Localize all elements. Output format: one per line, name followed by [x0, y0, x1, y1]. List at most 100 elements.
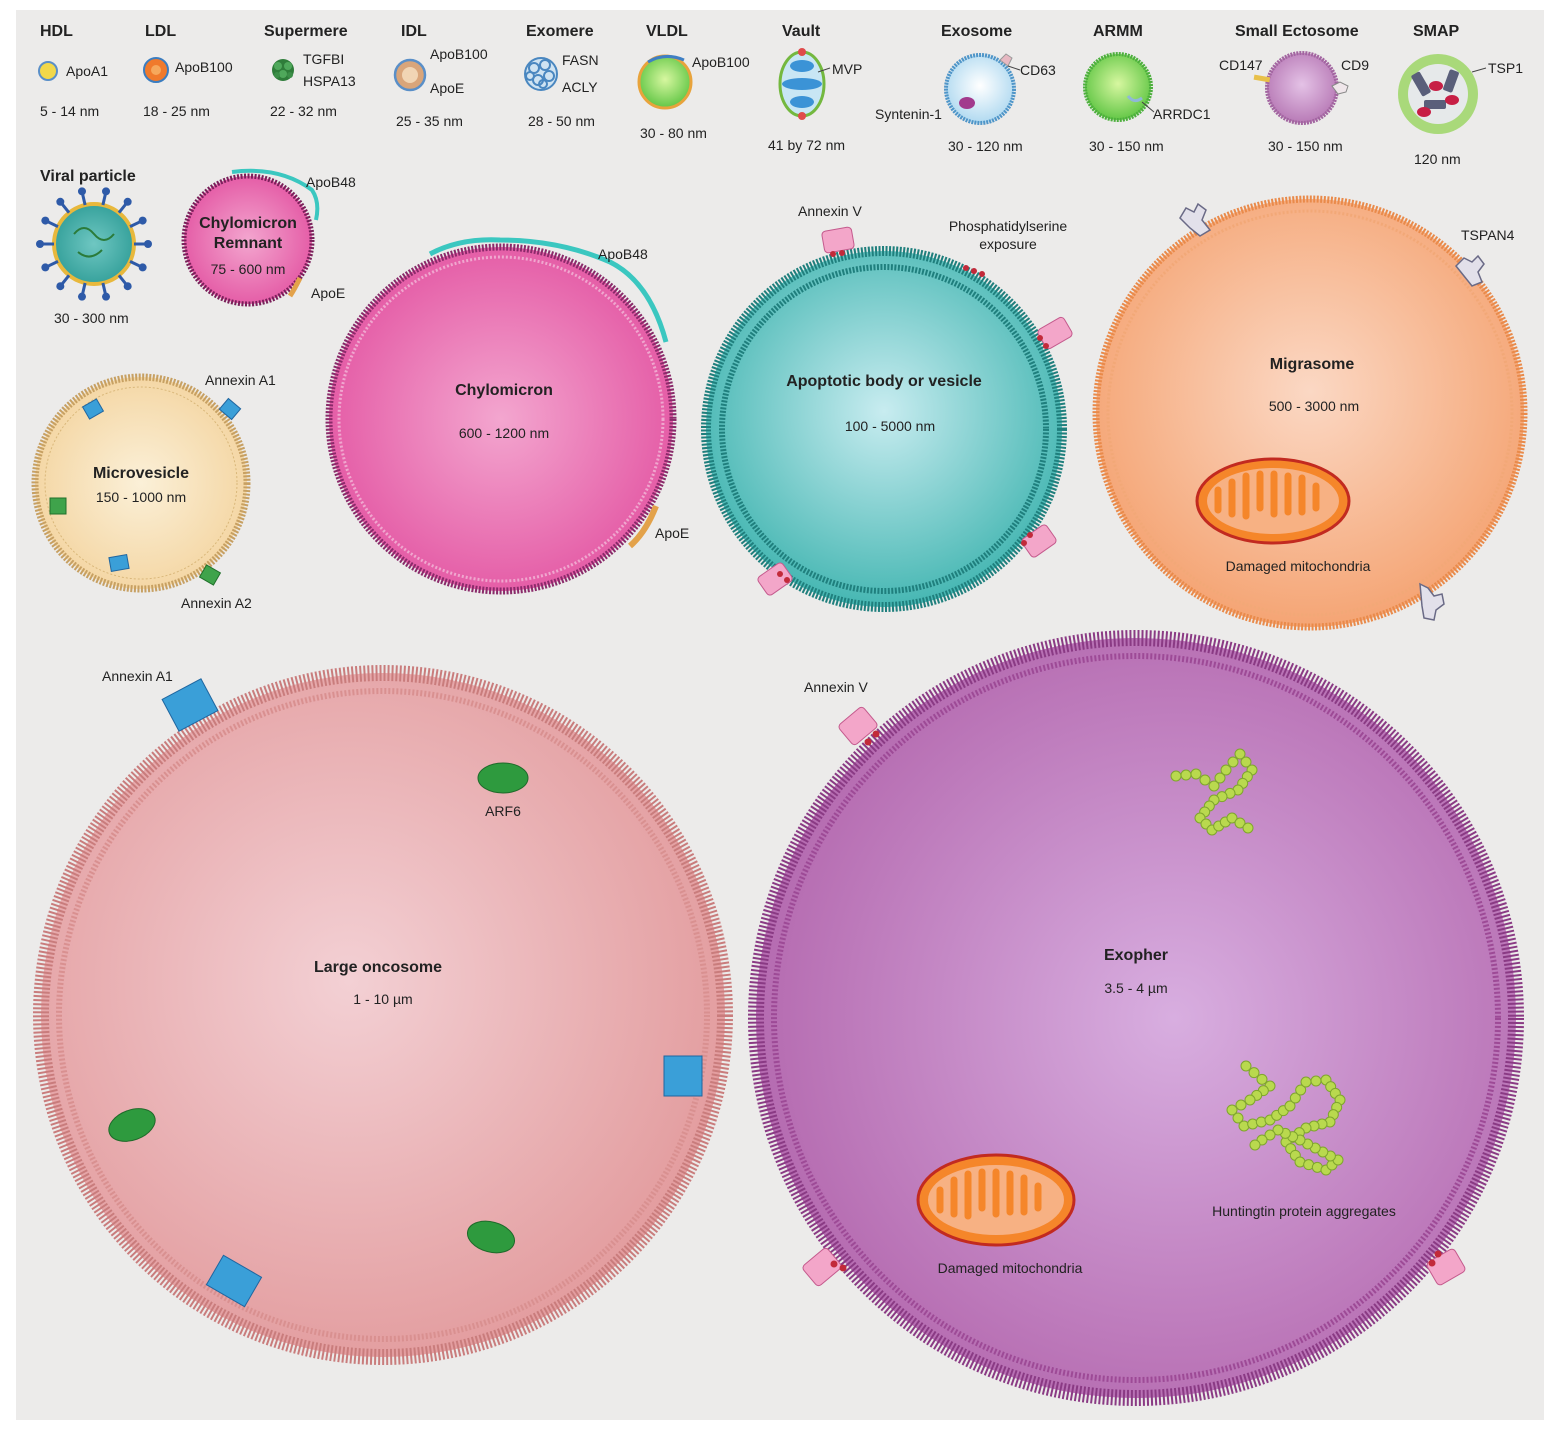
migrasome-group: Migrasome 500 - 3000 nm TSPAN4 Damaged m… — [1092, 195, 1528, 631]
ldl-size-label: 18 - 25 nm — [143, 103, 210, 119]
vault-group: Vault MVP 41 by 72 nm — [768, 23, 862, 153]
exosome-group: Exosome CD63 Syntenin-1 30 - 120 nm — [875, 23, 1056, 154]
microvesicle-size: 150 - 1000 nm — [96, 489, 186, 505]
arf6-label: ARF6 — [485, 803, 521, 819]
huntingtin-bead — [1227, 756, 1239, 768]
remnant-apob48-label: ApoB48 — [306, 174, 356, 190]
migrasome-size: 500 - 3000 nm — [1269, 398, 1359, 414]
vldl-group: VLDL ApoB100 30 - 80 nm — [637, 23, 750, 141]
vldl-particle-icon — [637, 54, 693, 110]
large-oncosome-size: 1 - 10 µm — [353, 991, 412, 1007]
idl-size-label: 25 - 35 nm — [396, 113, 463, 129]
tspan4-markers — [1179, 202, 1485, 621]
supermere-protein-1: TGFBI — [303, 51, 344, 67]
apoptotic-body-size: 100 - 5000 nm — [845, 418, 935, 434]
ldl-group: LDL ApoB100 18 - 25 nm — [143, 23, 233, 119]
huntingtin-bead — [1180, 769, 1192, 781]
exomere-protein-2: ACLY — [562, 79, 598, 95]
viral-spike-tip — [56, 197, 65, 206]
idl-title: IDL — [401, 23, 427, 40]
huntingtin-bead — [1234, 748, 1246, 760]
exomere-size-label: 28 - 50 nm — [528, 113, 595, 129]
vault-protein-label: MVP — [832, 61, 862, 77]
phosphatidylserine-marks — [777, 250, 1049, 583]
viral-spike-tip — [41, 216, 50, 225]
exosome-title: Exosome — [941, 23, 1012, 40]
viral-spike-tip — [138, 263, 147, 272]
smap-tsp1-leader — [1471, 67, 1487, 73]
vldl-protein-label: ApoB100 — [692, 54, 750, 70]
armm-group: ARMM ARRDC1 30 - 150 nm — [1083, 23, 1211, 154]
huntingtin-bead — [1170, 770, 1182, 782]
idl-core — [402, 67, 418, 83]
hdl-title: HDL — [40, 23, 73, 40]
idl-protein-1: ApoB100 — [430, 46, 488, 62]
huntingtin-bead — [1220, 764, 1232, 776]
vault-title: Vault — [782, 23, 821, 40]
small-ectosome-group: Small Ectosome CD147 CD9 30 - 150 nm — [1219, 23, 1369, 154]
microvesicle-body — [31, 373, 251, 593]
large-oncosome-title: Large oncosome — [314, 959, 442, 976]
huntingtin-bead — [1240, 1060, 1252, 1072]
viral-particle-size: 30 - 300 nm — [54, 310, 129, 326]
chylomicron-remnant-size: 75 - 600 nm — [211, 261, 286, 277]
small-ectosome-icon — [1253, 51, 1349, 125]
vault-icon — [778, 48, 826, 120]
supermere-protein-2: HSPA13 — [303, 73, 356, 89]
vldl-title: VLDL — [646, 23, 688, 40]
chylomicron-apob48-strand — [428, 237, 669, 343]
exopher-size: 3.5 - 4 µm — [1104, 980, 1167, 996]
microvesicle-group: Microvesicle 150 - 1000 nm Annexin A1 An… — [31, 372, 276, 611]
armm-title: ARMM — [1093, 23, 1143, 40]
huntingtin-bead — [1214, 772, 1226, 784]
viral-spike-tip — [41, 263, 50, 272]
chylomicron-apoe-label: ApoE — [655, 525, 689, 541]
idl-group: IDL ApoB100 ApoE 25 - 35 nm — [393, 23, 488, 129]
chylomicron-body — [325, 243, 677, 595]
huntingtin-aggregate-icon — [1226, 1060, 1346, 1176]
small-ectosome-title: Small Ectosome — [1235, 23, 1359, 40]
large-oncosome-group: Large oncosome 1 - 10 µm Annexin A1 ARF6 — [33, 665, 733, 1365]
smap-size-label: 120 nm — [1414, 151, 1461, 167]
oncosome-annexin-a1-label: Annexin A1 — [102, 668, 173, 684]
viral-spike-tip — [123, 197, 132, 206]
remnant-apob48-strand — [231, 168, 320, 221]
viral-spike-tip — [102, 187, 111, 196]
hdl-group: HDL ApoA1 5 - 14 nm — [38, 23, 108, 119]
hdl-size-label: 5 - 14 nm — [40, 103, 99, 119]
huntingtin-bead — [1284, 1100, 1296, 1112]
annexin-a2-markers — [49, 497, 222, 586]
ldl-title: LDL — [145, 23, 176, 40]
huntingtin-bead — [1226, 812, 1238, 824]
exopher-annexin-v-label: Annexin V — [804, 679, 868, 695]
huntingtin-bead — [1249, 1139, 1261, 1151]
exopher-body — [748, 630, 1524, 1406]
viral-spike-tip — [77, 187, 86, 196]
vault-size-label: 41 by 72 nm — [768, 137, 845, 153]
exomere-protein-1: FASN — [562, 52, 599, 68]
exosome-protein-2: Syntenin-1 — [875, 106, 942, 122]
chylomicron-apob48-label: ApoB48 — [598, 246, 648, 262]
huntingtin-bead — [1242, 822, 1254, 834]
chylomicron-title: Chylomicron — [455, 382, 553, 399]
large-oncosome-inner-leaflet — [56, 688, 710, 1342]
viral-particle-icon — [36, 187, 152, 301]
microvesicle-annexin-a2-label: Annexin A2 — [181, 595, 252, 611]
huntingtin-bead — [1248, 1067, 1260, 1079]
huntingtin-bead — [1235, 1099, 1247, 1111]
exopher-group: Exopher 3.5 - 4 µm Annexin V Damaged mit… — [748, 630, 1524, 1406]
annexin-a1-markers — [81, 397, 242, 573]
oncosome-annexin-a1-markers — [161, 678, 703, 1308]
ldl-protein-label: ApoB100 — [175, 59, 233, 75]
supermere-group: Supermere TGFBI HSPA13 22 - 32 nm — [264, 23, 356, 119]
chylomicron-remnant-group: Chylomicron Remnant 75 - 600 nm ApoB48 A… — [181, 168, 356, 307]
exomere-title: Exomere — [526, 23, 594, 40]
huntingtin-bead — [1310, 1075, 1322, 1087]
exopher-mitochondria-label: Damaged mitochondria — [938, 1260, 1083, 1276]
migrasome-mitochondria-label: Damaged mitochondria — [1226, 558, 1371, 574]
huntingtin-bead — [1244, 1094, 1256, 1106]
apoptotic-body — [701, 246, 1067, 612]
vldl-apob100-strand — [647, 55, 685, 64]
phosphatidylserine-label-2: exposure — [979, 236, 1037, 252]
huntingtin-bead — [1300, 1076, 1312, 1088]
